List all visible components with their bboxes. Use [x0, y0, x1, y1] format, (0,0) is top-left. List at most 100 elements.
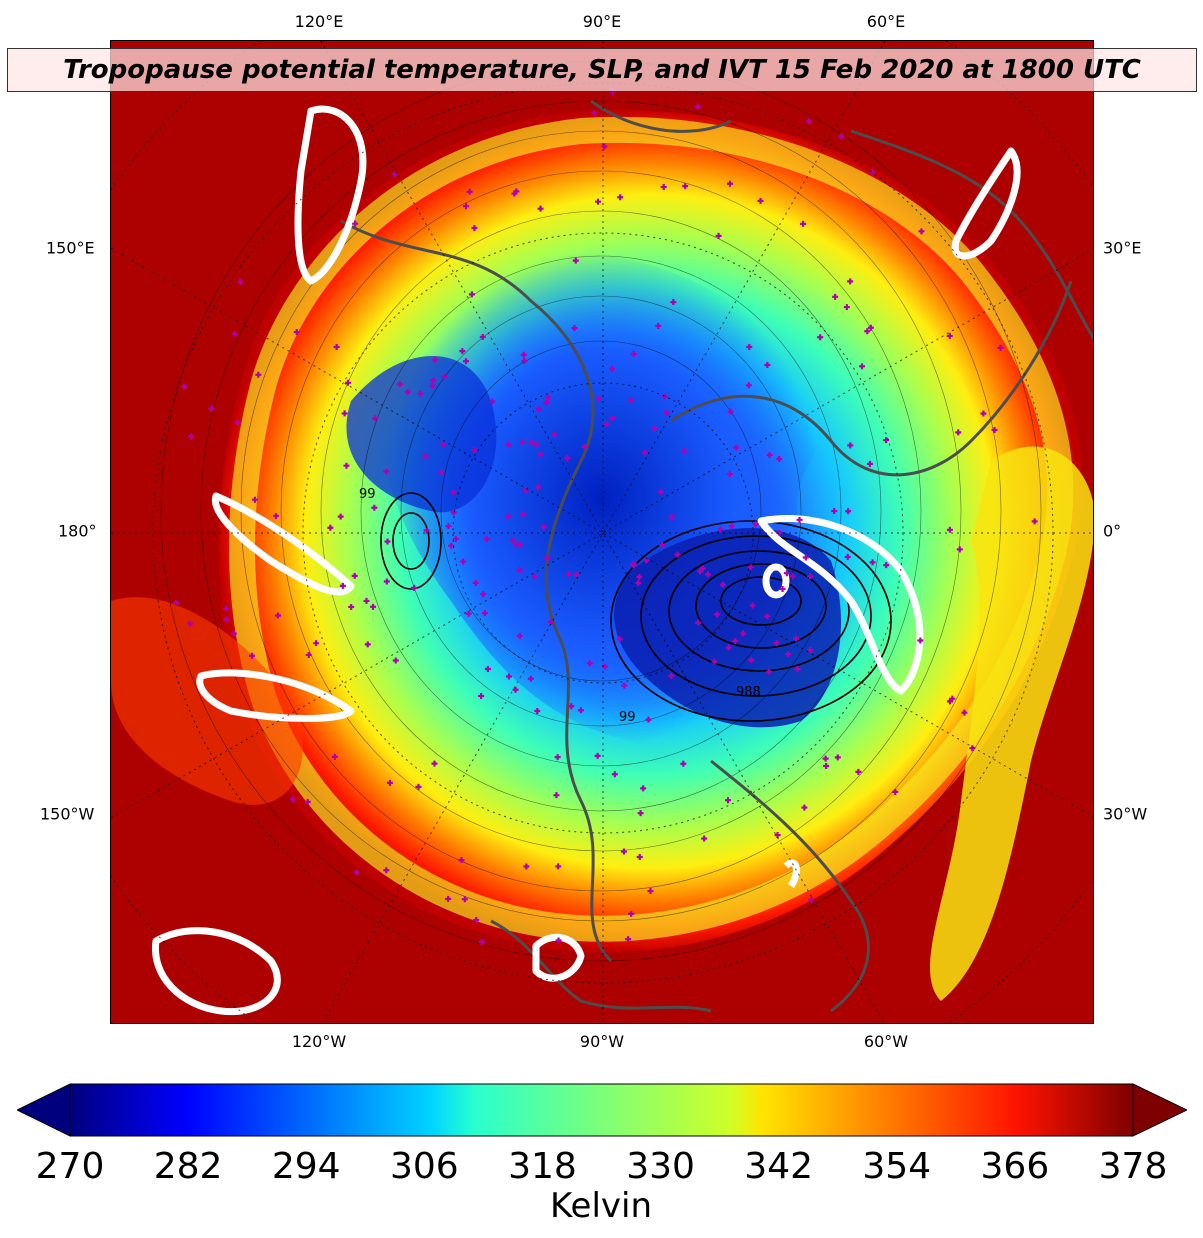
- station-marker: [595, 198, 602, 205]
- station-marker: [384, 538, 391, 545]
- colorbar-body: [69, 1083, 1134, 1137]
- station-marker: [843, 304, 850, 311]
- station-marker: [372, 415, 379, 422]
- station-marker: [462, 358, 469, 365]
- station-marker: [540, 524, 547, 531]
- station-marker: [230, 630, 237, 637]
- lon-label-bottom-120w: 120°W: [291, 1032, 347, 1051]
- colorbar-tick-label: 318: [508, 1146, 577, 1187]
- station-marker: [776, 455, 783, 462]
- station-marker: [415, 783, 422, 790]
- station-marker: [480, 591, 487, 598]
- station-marker: [847, 278, 854, 285]
- station-marker: [715, 232, 722, 239]
- colorbar-extend-low: [17, 1083, 71, 1137]
- station-marker: [630, 350, 637, 357]
- station-marker: [528, 439, 535, 446]
- station-marker: [991, 426, 998, 433]
- station-marker: [478, 938, 485, 945]
- station-marker: [794, 666, 801, 673]
- station-marker: [188, 433, 195, 440]
- station-marker: [479, 333, 486, 340]
- station-marker: [417, 390, 424, 397]
- station-marker: [341, 410, 348, 417]
- station-marker: [519, 439, 526, 446]
- station-marker: [572, 571, 579, 578]
- station-marker: [704, 571, 711, 578]
- station-marker: [516, 632, 523, 639]
- station-marker: [545, 394, 552, 401]
- station-marker: [472, 579, 479, 586]
- station-marker: [674, 551, 681, 558]
- colorbar-tick-label: 378: [1098, 1146, 1168, 1187]
- lon-label-right-30e: 30°E: [1103, 238, 1142, 258]
- station-marker: [438, 469, 445, 476]
- station-marker: [764, 613, 771, 620]
- station-marker: [961, 709, 968, 716]
- colorbar-extend-high: [1132, 1083, 1187, 1137]
- station-marker: [946, 526, 953, 533]
- lon-label-left-180: 180°: [58, 521, 97, 541]
- station-marker: [918, 228, 925, 235]
- station-marker: [537, 451, 544, 458]
- station-marker: [609, 414, 616, 421]
- lon-label-left-150e: 150°E: [46, 238, 95, 258]
- station-marker: [544, 554, 551, 561]
- lon-label-right-30w: 30°W: [1103, 804, 1148, 824]
- colorbar-tick-label: 270: [35, 1146, 105, 1187]
- cold-pool: [346, 356, 497, 513]
- station-marker: [680, 448, 687, 455]
- map-title: Tropopause potential temperature, SLP, a…: [63, 55, 1141, 85]
- station-marker: [290, 796, 297, 803]
- station-marker: [313, 640, 320, 647]
- station-marker: [351, 572, 358, 579]
- station-marker: [505, 441, 512, 448]
- station-marker: [616, 636, 623, 643]
- station-marker: [504, 513, 511, 520]
- slp-label: 99: [359, 487, 376, 502]
- station-marker: [807, 647, 814, 654]
- station-marker: [806, 118, 813, 125]
- station-marker: [838, 133, 845, 140]
- station-marker: [293, 329, 300, 336]
- station-marker: [521, 358, 528, 365]
- station-marker: [694, 103, 701, 110]
- station-marker: [459, 348, 466, 355]
- station-marker: [783, 570, 790, 577]
- station-marker: [396, 381, 403, 388]
- station-marker: [386, 779, 393, 786]
- station-marker: [695, 619, 702, 626]
- station-marker: [817, 334, 824, 341]
- station-marker: [749, 602, 756, 609]
- station-marker: [752, 521, 759, 528]
- station-marker: [747, 564, 754, 571]
- station-marker: [748, 657, 755, 664]
- ivt-contours: [151, 105, 1021, 1016]
- station-marker: [774, 832, 781, 839]
- colorbar: [17, 1083, 1187, 1137]
- station-marker: [274, 612, 281, 619]
- station-marker: [534, 484, 541, 491]
- station-marker: [949, 695, 956, 702]
- station-marker: [801, 804, 808, 811]
- station-marker: [523, 863, 530, 870]
- station-marker: [251, 496, 258, 503]
- station-marker: [452, 535, 459, 542]
- polar-map: 99 988 99: [111, 41, 1093, 1023]
- station-marker: [668, 672, 675, 679]
- station-marker: [917, 637, 924, 644]
- station-marker: [642, 449, 649, 456]
- station-marker: [621, 682, 628, 689]
- station-marker: [766, 668, 773, 675]
- station-marker: [628, 397, 635, 404]
- station-marker: [834, 754, 841, 761]
- station-marker: [847, 442, 854, 449]
- station-marker: [460, 558, 467, 565]
- station-marker: [471, 446, 478, 453]
- station-marker: [719, 581, 726, 588]
- station-marker: [661, 393, 668, 400]
- station-marker: [445, 523, 452, 530]
- station-marker: [636, 853, 643, 860]
- station-marker: [773, 640, 780, 647]
- lon-label-top-90e: 90°E: [582, 12, 622, 31]
